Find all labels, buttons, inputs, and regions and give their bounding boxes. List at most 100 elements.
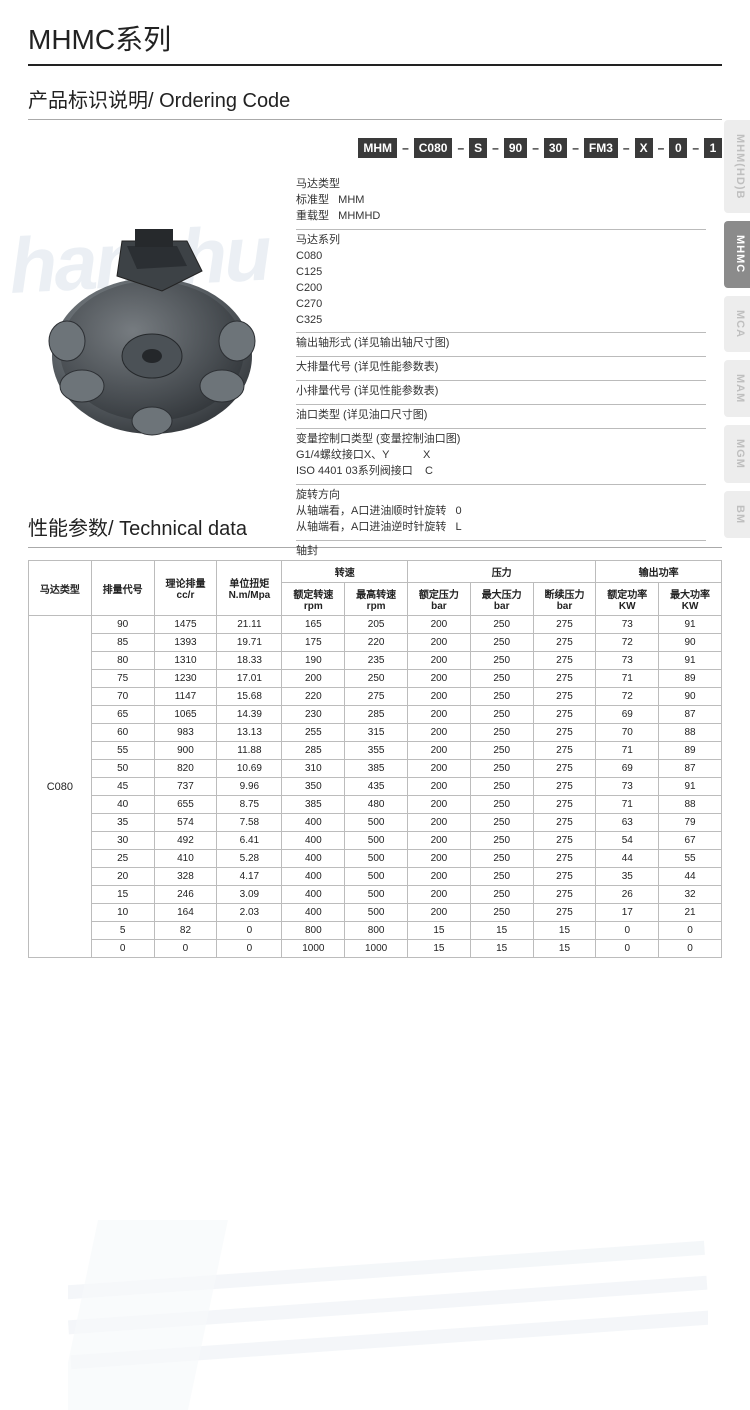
table-cell: 220 [345,634,408,652]
table-cell: 10 [91,904,154,922]
table-cell: 17 [596,904,659,922]
col-kw-rated-unit: KW [598,601,656,612]
side-tab[interactable]: MHMC [724,221,750,287]
table-cell: 250 [470,778,533,796]
table-cell: 250 [470,850,533,868]
slash: / [108,518,119,540]
table-cell: 275 [533,670,596,688]
table-cell: 200 [408,904,471,922]
code-dash: – [658,141,665,155]
table-cell: 75 [91,670,154,688]
table-cell: 91 [659,778,722,796]
ordering-desc-block: 油口类型 (详见油口尺寸图) [296,404,706,428]
table-cell: 385 [282,796,345,814]
table-cell: 400 [282,868,345,886]
table-cell: 60 [91,724,154,742]
ordering-desc-block: 旋转方向从轴端看，A口进油顺时针旋转 0从轴端看，A口进油逆时针旋转 L [296,484,706,540]
code-dash: – [457,141,464,155]
table-cell: 6.41 [217,832,282,850]
table-cell: 0 [217,922,282,940]
table-row: 65106514.392302852002502756987 [29,706,722,724]
table-cell: 175 [282,634,345,652]
ordering-desc-block: 马达类型标准型 MHM重载型 MHMHD [296,174,706,229]
table-cell: 275 [533,778,596,796]
code-box: MHM [358,138,397,158]
table-row: 75123017.012002502002502757189 [29,670,722,688]
ordering-desc-column: 马达类型标准型 MHM重载型 MHMHD马达系列C080C125C200C270… [296,174,706,580]
col-p-rated: 额定压力bar [408,583,471,616]
ordering-desc-line: 变量控制口类型 (变量控制油口图) [296,432,706,448]
table-cell: 4.17 [217,868,282,886]
table-row: 5082010.693103852002502756987 [29,760,722,778]
colgroup-power: 输出功率 [596,561,722,583]
model-cell: C080 [29,616,92,958]
table-cell: 275 [533,796,596,814]
side-tab[interactable]: MCA [724,296,750,352]
title-rule [28,64,722,66]
table-cell: 500 [345,850,408,868]
code-box: 30 [544,138,567,158]
table-cell: 90 [659,688,722,706]
table-cell: 1000 [282,940,345,958]
ordering-desc-line: 轴封 [296,544,706,560]
table-row: 355747.584005002002502756379 [29,814,722,832]
table-cell: 200 [408,652,471,670]
table-cell: 164 [154,904,217,922]
table-cell: 165 [282,616,345,634]
colgroup-speed: 转速 [282,561,408,583]
side-tab[interactable]: MGM [724,425,750,483]
table-cell: 19.71 [217,634,282,652]
table-cell: 67 [659,832,722,850]
ordering-desc-line: C080 [296,249,706,265]
col-unit-torque-label: 单位扭矩 [219,575,279,590]
table-cell: 88 [659,724,722,742]
table-cell: 15.68 [217,688,282,706]
table-cell: 25 [91,850,154,868]
table-cell: 90 [91,616,154,634]
table-cell: 350 [282,778,345,796]
code-dash: – [692,141,699,155]
table-cell: 0 [154,940,217,958]
table-cell: 435 [345,778,408,796]
table-cell: 200 [408,706,471,724]
code-box: S [469,138,487,158]
col-kw-rated-label: 额定功率 [598,586,656,601]
table-cell: 26 [596,886,659,904]
code-box: C080 [414,138,453,158]
table-cell: 44 [659,868,722,886]
table-cell: 410 [154,850,217,868]
table-cell: 200 [408,832,471,850]
side-tab[interactable]: MAM [724,360,750,417]
table-cell: 574 [154,814,217,832]
table-cell: 15 [533,922,596,940]
ordering-desc-line: ISO 4401 03系列阀接口 C [296,464,706,480]
table-cell: 8.75 [217,796,282,814]
side-tab[interactable]: MHM(HD)B [724,120,750,213]
tech-title-cn: 性能参数 [28,518,108,540]
side-tab[interactable]: BM [724,491,750,538]
table-row: 152463.094005002002502752632 [29,886,722,904]
table-cell: 275 [533,886,596,904]
table-row: 70114715.682202752002502757290 [29,688,722,706]
ordering-desc-line: C325 [296,313,706,329]
table-cell: 275 [533,688,596,706]
table-cell: 1310 [154,652,217,670]
table-cell: 315 [345,724,408,742]
col-disp-theory: 理论排量 cc/r [154,561,217,616]
table-cell: 87 [659,706,722,724]
table-cell: 200 [282,670,345,688]
table-cell: 72 [596,688,659,706]
ordering-area: MHM–C080–S–90–30–FM3–X–0–1 马达类型标准型 MHM重载… [28,132,722,512]
table-cell: 200 [408,688,471,706]
ordering-desc-line: 小排量代号 (详见性能参数表) [296,384,706,400]
table-cell: 1147 [154,688,217,706]
ordering-desc-line: 马达系列 [296,233,706,249]
table-cell: 250 [470,742,533,760]
table-cell: 50 [91,760,154,778]
table-cell: 250 [470,814,533,832]
table-cell: 250 [345,670,408,688]
table-cell: 500 [345,832,408,850]
table-cell: 45 [91,778,154,796]
ordering-title-cn: 产品标识说明 [28,90,148,112]
table-cell: 190 [282,652,345,670]
